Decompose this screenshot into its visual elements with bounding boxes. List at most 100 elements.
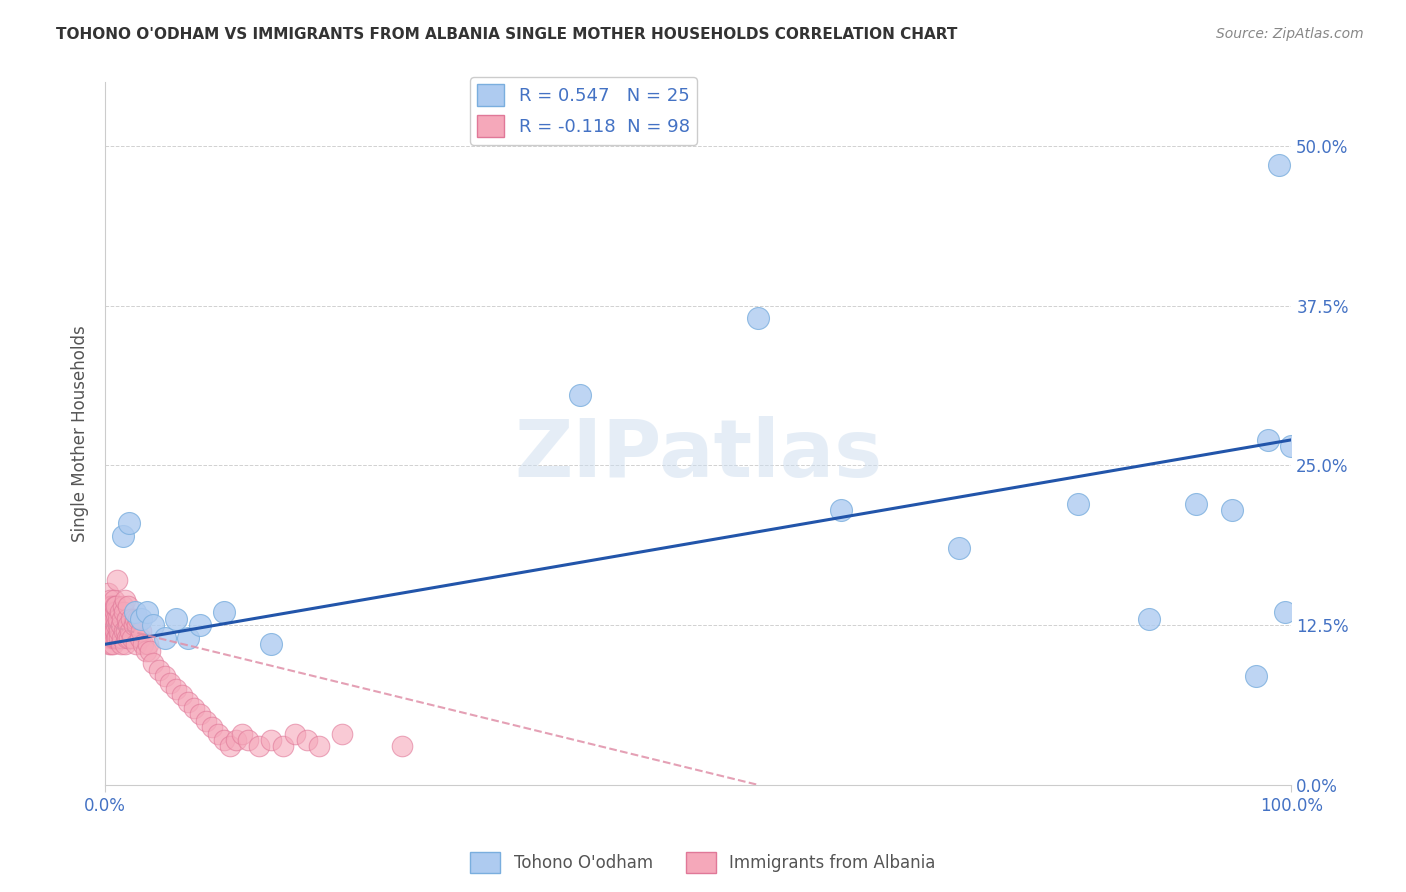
Point: [153, 669, 176, 683]
Point: [107, 612, 129, 626]
Point: [111, 631, 134, 645]
Point: [183, 701, 205, 715]
Point: [101, 605, 124, 619]
Point: [112, 605, 135, 619]
Point: [108, 624, 131, 639]
Point: [104, 599, 127, 613]
Legend: R = 0.547   N = 25, R = -0.118  N = 98: R = 0.547 N = 25, R = -0.118 N = 98: [470, 77, 697, 145]
Point: [568, 388, 591, 402]
Point: [100, 605, 122, 619]
Point: [111, 529, 134, 543]
Point: [260, 637, 283, 651]
Point: [1067, 497, 1090, 511]
Point: [96, 631, 118, 645]
Point: [207, 726, 229, 740]
Point: [1257, 433, 1279, 447]
Point: [165, 681, 187, 696]
Point: [127, 618, 149, 632]
Point: [100, 618, 122, 632]
Point: [1220, 503, 1243, 517]
Point: [115, 612, 138, 626]
Point: [308, 739, 330, 754]
Point: [225, 733, 247, 747]
Point: [249, 739, 271, 754]
Point: [1137, 612, 1160, 626]
Point: [105, 599, 128, 613]
Point: [129, 612, 152, 626]
Point: [96, 599, 118, 613]
Text: Source: ZipAtlas.com: Source: ZipAtlas.com: [1216, 27, 1364, 41]
Point: [103, 612, 125, 626]
Point: [153, 631, 176, 645]
Point: [135, 605, 157, 619]
Point: [96, 612, 118, 626]
Point: [139, 643, 162, 657]
Point: [142, 618, 165, 632]
Point: [98, 624, 121, 639]
Point: [105, 618, 128, 632]
Point: [1185, 497, 1208, 511]
Point: [103, 631, 125, 645]
Point: [108, 631, 131, 645]
Point: [1274, 605, 1296, 619]
Point: [118, 631, 141, 645]
Point: [159, 675, 181, 690]
Point: [104, 612, 127, 626]
Point: [128, 631, 150, 645]
Point: [747, 311, 769, 326]
Point: [103, 592, 125, 607]
Point: [295, 733, 318, 747]
Point: [188, 618, 211, 632]
Point: [107, 618, 129, 632]
Legend: Tohono O'odham, Immigrants from Albania: Tohono O'odham, Immigrants from Albania: [464, 846, 942, 880]
Point: [1279, 439, 1302, 453]
Point: [115, 624, 138, 639]
Point: [110, 637, 132, 651]
Point: [120, 612, 142, 626]
Point: [111, 599, 134, 613]
Point: [114, 592, 136, 607]
Point: [132, 637, 155, 651]
Point: [177, 631, 200, 645]
Point: [124, 612, 146, 626]
Point: [236, 733, 259, 747]
Point: [284, 726, 307, 740]
Point: [100, 637, 122, 651]
Point: [260, 733, 283, 747]
Point: [96, 618, 118, 632]
Point: [101, 631, 124, 645]
Point: [122, 618, 145, 632]
Point: [97, 637, 120, 651]
Point: [101, 624, 124, 639]
Point: [108, 605, 131, 619]
Point: [110, 618, 132, 632]
Text: ZIPatlas: ZIPatlas: [515, 416, 883, 493]
Point: [212, 605, 235, 619]
Point: [121, 631, 143, 645]
Point: [948, 541, 970, 556]
Point: [391, 739, 413, 754]
Point: [112, 624, 135, 639]
Point: [111, 612, 134, 626]
Y-axis label: Single Mother Households: Single Mother Households: [72, 325, 89, 541]
Point: [105, 631, 128, 645]
Point: [148, 663, 170, 677]
Text: TOHONO O'ODHAM VS IMMIGRANTS FROM ALBANIA SINGLE MOTHER HOUSEHOLDS CORRELATION C: TOHONO O'ODHAM VS IMMIGRANTS FROM ALBANI…: [56, 27, 957, 42]
Point: [98, 618, 121, 632]
Point: [1244, 669, 1267, 683]
Point: [103, 637, 125, 651]
Point: [100, 599, 122, 613]
Point: [104, 605, 127, 619]
Point: [97, 605, 120, 619]
Point: [142, 657, 165, 671]
Point: [98, 631, 121, 645]
Point: [195, 714, 218, 728]
Point: [115, 631, 138, 645]
Point: [125, 637, 148, 651]
Point: [218, 739, 240, 754]
Point: [332, 726, 354, 740]
Point: [271, 739, 294, 754]
Point: [135, 643, 157, 657]
Point: [104, 624, 127, 639]
Point: [172, 689, 194, 703]
